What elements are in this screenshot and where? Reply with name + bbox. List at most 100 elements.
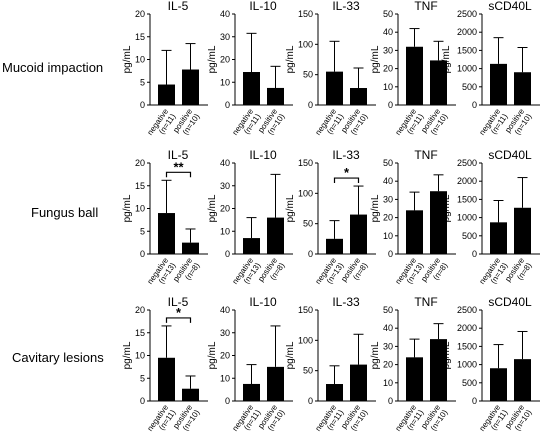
- bar: [182, 69, 199, 105]
- chart-title: TNF: [414, 148, 437, 162]
- chart-title: IL-5: [168, 0, 189, 13]
- bar: [158, 213, 175, 254]
- y-axis-label: pg/mL: [285, 341, 296, 369]
- y-tick-label: 0: [472, 249, 477, 259]
- y-tick-label: 10: [220, 373, 230, 383]
- chart-title: sCD40L: [488, 295, 532, 309]
- bar: [326, 238, 343, 254]
- y-axis-label: pg/mL: [207, 194, 218, 222]
- y-tick-label: 20: [220, 351, 230, 361]
- category-label: positive(n=8): [256, 256, 287, 289]
- y-tick-label: 40: [383, 176, 393, 186]
- y-axis-label: pg/mL: [441, 194, 452, 222]
- y-tick-label: 1500: [457, 341, 477, 351]
- significance-marker: *: [176, 305, 182, 320]
- y-tick-label: 10: [383, 378, 393, 388]
- bar: [406, 46, 423, 105]
- y-axis-label: pg/mL: [370, 194, 381, 222]
- category-label: positive(n=8): [339, 256, 370, 289]
- y-tick-label: 50: [303, 366, 313, 376]
- category-label: positive(n=10): [256, 403, 287, 436]
- y-tick-label: 50: [383, 305, 393, 315]
- y-axis-label: pg/mL: [207, 45, 218, 73]
- y-tick-label: 20: [135, 9, 145, 19]
- bar: [490, 368, 507, 401]
- category-label: positive(n=10): [503, 403, 534, 436]
- y-tick-label: 20: [383, 213, 393, 223]
- bar: [182, 242, 199, 254]
- category-label: negative(n=13): [145, 256, 177, 292]
- y-tick-label: 30: [220, 32, 230, 42]
- y-tick-label: 0: [140, 396, 145, 406]
- chart-title: IL-10: [249, 295, 277, 309]
- category-label: positive(n=8): [503, 256, 534, 289]
- y-tick-label: 2500: [457, 9, 477, 19]
- y-axis-label: pg/mL: [285, 45, 296, 73]
- category-label: negative(n=11): [477, 403, 509, 439]
- category-label: positive(n=10): [419, 107, 450, 140]
- bar: [514, 72, 531, 105]
- category-label: positive(n=10): [256, 107, 287, 140]
- significance-bracket: [333, 177, 360, 184]
- bar: [406, 210, 423, 254]
- y-tick-label: 0: [472, 100, 477, 110]
- chart-title: IL-10: [249, 148, 277, 162]
- y-tick-label: 10: [220, 77, 230, 87]
- category-label: negative(n=11): [230, 107, 262, 143]
- y-axis-label: pg/mL: [207, 341, 218, 369]
- y-tick-label: 1500: [457, 194, 477, 204]
- y-tick-label: 100: [298, 335, 313, 345]
- bar: [430, 191, 447, 254]
- y-axis-label: pg/mL: [441, 341, 452, 369]
- y-tick-label: 20: [383, 64, 393, 74]
- y-tick-label: 0: [308, 100, 313, 110]
- chart-title: IL-10: [249, 0, 277, 13]
- y-axis-label: pg/mL: [441, 45, 452, 73]
- category-label: negative(n=11): [230, 403, 262, 439]
- y-tick-label: 500: [462, 231, 477, 241]
- y-tick-label: 2000: [457, 323, 477, 333]
- y-tick-label: 100: [298, 188, 313, 198]
- y-tick-label: 0: [225, 249, 230, 259]
- category-label: positive(n=8): [419, 256, 450, 289]
- y-axis-label: pg/mL: [122, 341, 133, 369]
- bar: [326, 71, 343, 105]
- bar: [267, 366, 284, 401]
- y-tick-label: 2000: [457, 176, 477, 186]
- y-tick-label: 40: [220, 305, 230, 315]
- bar: [350, 88, 367, 105]
- y-tick-label: 10: [135, 55, 145, 65]
- y-tick-label: 50: [303, 70, 313, 80]
- y-axis-label: pg/mL: [122, 45, 133, 73]
- y-tick-label: 0: [388, 100, 393, 110]
- bar: [267, 87, 284, 105]
- y-tick-label: 5: [140, 77, 145, 87]
- category-label: negative(n=11): [145, 107, 177, 143]
- y-tick-label: 2500: [457, 158, 477, 168]
- category-label: positive(n=10): [419, 403, 450, 436]
- chart-title: sCD40L: [488, 148, 532, 162]
- bar: [514, 359, 531, 401]
- y-tick-label: 15: [135, 32, 145, 42]
- y-tick-label: 40: [383, 323, 393, 333]
- significance-marker: *: [344, 165, 350, 180]
- bar: [267, 217, 284, 254]
- row-label-mucoid-impaction: Mucoid impaction: [2, 60, 104, 75]
- y-tick-label: 20: [220, 204, 230, 214]
- y-tick-label: 30: [220, 181, 230, 191]
- category-label: negative(n=13): [230, 256, 262, 292]
- bar: [430, 339, 447, 401]
- chart-title: TNF: [414, 0, 437, 13]
- y-tick-label: 150: [298, 305, 313, 315]
- y-tick-label: 15: [135, 181, 145, 191]
- y-tick-label: 1000: [457, 213, 477, 223]
- chart-title: IL-5: [168, 295, 189, 309]
- y-tick-label: 50: [383, 9, 393, 19]
- row-label-fungus-ball: Fungus ball: [31, 205, 99, 220]
- category-label: negative(n=11): [313, 403, 345, 439]
- y-tick-label: 500: [462, 82, 477, 92]
- significance-marker: **: [173, 159, 184, 174]
- category-label: positive(n=8): [171, 256, 202, 289]
- category-label: negative(n=11): [393, 403, 425, 439]
